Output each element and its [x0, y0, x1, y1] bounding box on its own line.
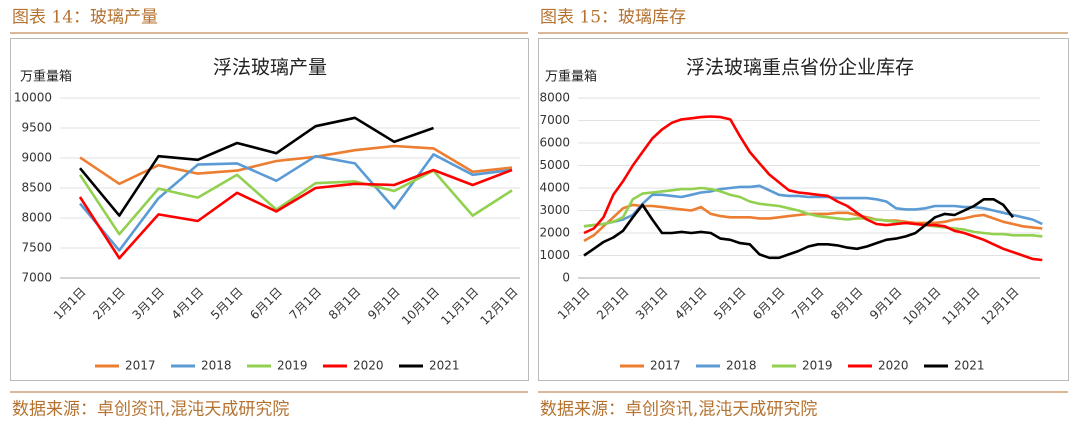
series-line — [583, 198, 1015, 260]
x-tick-label: 3月1日 — [129, 285, 167, 323]
chart-title: 浮法玻璃重点省份企业库存 — [686, 57, 914, 79]
legend-label: 2021 — [954, 359, 985, 373]
y-tick-label: 6000 — [539, 136, 570, 150]
legend-label: 2018 — [726, 359, 757, 373]
y-tick-label: 7000 — [539, 113, 570, 127]
source: 数据来源：卓创资讯,混沌天成研究院 — [540, 400, 817, 420]
y-tick-label: 8000 — [21, 211, 52, 225]
x-tick-label: 12月1日 — [478, 285, 521, 328]
y-tick-label: 0 — [562, 271, 570, 285]
legend-label: 2018 — [201, 359, 232, 373]
x-tick-label: 5月1日 — [208, 285, 246, 323]
x-tick-label: 9月1日 — [867, 285, 905, 323]
y-axis-label: 万重量箱 — [20, 69, 72, 85]
x-tick-label: 6月1日 — [247, 285, 285, 323]
x-tick-label: 1月1日 — [555, 285, 593, 323]
x-tick-label: 3月1日 — [633, 285, 671, 323]
figure-label: 图表 15：玻璃库存 — [540, 8, 686, 28]
y-tick-label: 1000 — [539, 248, 570, 262]
x-tick-label: 9月1日 — [365, 285, 403, 323]
legend-label: 2017 — [650, 359, 681, 373]
x-tick-label: 10月1日 — [901, 285, 944, 328]
series-line — [78, 169, 513, 236]
y-axis-label: 万重量箱 — [545, 69, 597, 85]
series-line — [583, 115, 1043, 262]
chart-frame — [538, 38, 1069, 381]
series-line — [78, 116, 434, 217]
chart-title: 浮法玻璃产量 — [213, 57, 327, 79]
x-tick-label: 7月1日 — [287, 285, 325, 323]
x-tick-label: 11月1日 — [940, 285, 983, 328]
x-tick-label: 2月1日 — [90, 285, 128, 323]
figure-label: 图表 14：玻璃产量 — [12, 8, 158, 28]
y-tick-label: 3000 — [539, 203, 570, 217]
y-tick-label: 7000 — [21, 271, 52, 285]
x-tick-label: 4月1日 — [169, 285, 207, 323]
series-line — [78, 168, 513, 260]
x-tick-label: 10月1日 — [399, 285, 442, 328]
x-tick-label: 2月1日 — [594, 285, 632, 323]
series-line — [583, 184, 1043, 228]
legend-label: 2020 — [878, 359, 909, 373]
y-tick-label: 9500 — [21, 121, 52, 135]
legend-label: 2019 — [277, 359, 308, 373]
y-tick-label: 4000 — [539, 181, 570, 195]
source: 数据来源：卓创资讯,混沌天成研究院 — [12, 400, 289, 420]
legend-label: 2020 — [353, 359, 384, 373]
y-tick-label: 8000 — [539, 91, 570, 105]
y-tick-label: 10000 — [14, 91, 52, 105]
y-tick-label: 5000 — [539, 158, 570, 172]
x-tick-label: 8月1日 — [828, 285, 866, 323]
x-tick-label: 6月1日 — [750, 285, 788, 323]
x-tick-label: 7月1日 — [789, 285, 827, 323]
y-tick-label: 7500 — [21, 241, 52, 255]
legend-label: 2017 — [125, 359, 156, 373]
chart-frame — [10, 38, 529, 381]
legend-label: 2021 — [429, 359, 460, 373]
x-tick-label: 11月1日 — [438, 285, 481, 328]
series-line — [79, 153, 513, 252]
y-tick-label: 8500 — [21, 181, 52, 195]
series-line — [583, 186, 1043, 238]
x-tick-label: 12月1日 — [979, 285, 1022, 328]
y-tick-label: 9000 — [21, 151, 52, 165]
x-tick-label: 5月1日 — [711, 285, 749, 323]
legend-label: 2019 — [802, 359, 833, 373]
y-tick-label: 2000 — [539, 226, 570, 240]
x-tick-label: 8月1日 — [326, 285, 364, 323]
x-tick-label: 4月1日 — [672, 285, 710, 323]
x-tick-label: 1月1日 — [51, 285, 89, 323]
